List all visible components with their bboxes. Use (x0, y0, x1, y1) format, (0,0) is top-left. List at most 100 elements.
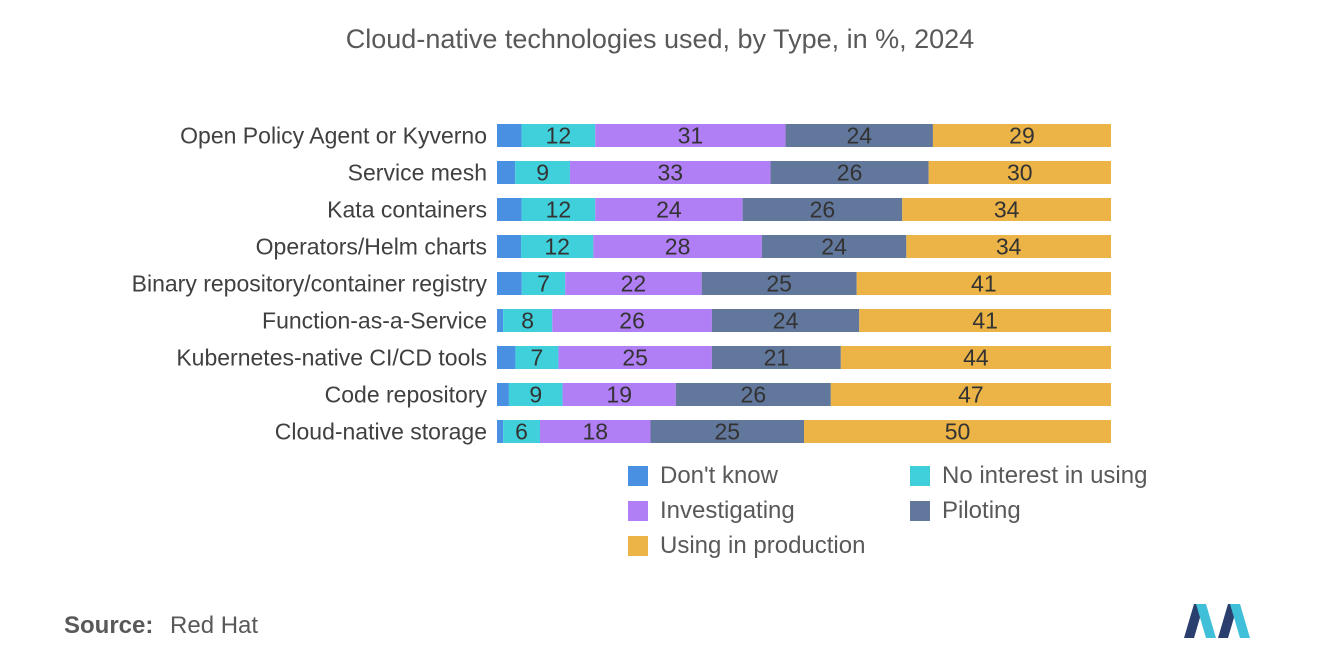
category-label: Kata containers (327, 197, 487, 223)
bar-segment (902, 198, 1111, 221)
category-label: Function-as-a-Service (262, 308, 487, 334)
brand-logo-icon (1184, 604, 1250, 638)
legend-label: Investigating (660, 497, 795, 524)
data-label: 6 (515, 419, 528, 445)
bar-segment (742, 198, 903, 221)
category-label: Kubernetes-native CI/CD tools (176, 345, 487, 371)
legend-label: Using in production (660, 532, 866, 559)
bar-segment (539, 420, 651, 443)
bar-segment (804, 420, 1111, 443)
bar-segment (701, 272, 857, 295)
category-label: Cloud-native storage (275, 419, 487, 445)
bar-segment (906, 235, 1111, 258)
source-note: Source: Red Hat (64, 612, 258, 640)
bar-segment (503, 420, 540, 443)
bar-segment (932, 124, 1111, 147)
data-label: 24 (846, 123, 872, 149)
legend-swatch (628, 466, 648, 486)
data-label: 26 (837, 160, 863, 186)
legend-label: Don't know (660, 462, 778, 489)
bar-segment (497, 198, 522, 221)
data-label: 12 (546, 123, 572, 149)
bar-segment (595, 198, 743, 221)
category-label: Code repository (325, 382, 488, 408)
bar-segment (552, 309, 712, 332)
bar-segment (761, 235, 907, 258)
bar-segment (515, 346, 559, 369)
legend-item: Don't know (628, 462, 778, 490)
bar-segment (558, 346, 712, 369)
data-label: 28 (665, 234, 691, 260)
bar-segment (497, 309, 504, 332)
data-label: 34 (994, 197, 1020, 223)
data-label: 25 (766, 271, 792, 297)
data-label: 12 (544, 234, 570, 260)
data-label: 26 (619, 308, 645, 334)
data-label: 8 (521, 308, 534, 334)
bar-segment (503, 309, 553, 332)
bar-segment (928, 161, 1111, 184)
bar-segment (521, 198, 596, 221)
source-label: Source: (64, 612, 154, 639)
legend-item: Piloting (910, 497, 1021, 525)
bar-segment (497, 420, 504, 443)
legend-swatch (910, 501, 930, 521)
data-label: 34 (996, 234, 1022, 260)
bar-segment (497, 235, 522, 258)
legend-label: No interest in using (942, 462, 1148, 489)
data-label: 44 (963, 345, 989, 371)
bar-segment (711, 346, 841, 369)
data-label: 9 (529, 382, 542, 408)
bar-segment (497, 124, 522, 147)
data-label: 24 (821, 234, 847, 260)
bar-segment (593, 235, 762, 258)
bar-segment (830, 383, 1111, 406)
legend-item: No interest in using (910, 462, 1147, 490)
bar-segment (521, 272, 566, 295)
data-label: 30 (1007, 160, 1033, 186)
data-label: 41 (971, 271, 997, 297)
bar-segment (497, 161, 516, 184)
data-label: 25 (714, 419, 740, 445)
bar-segment (785, 124, 933, 147)
source-value: Red Hat (170, 612, 259, 639)
legend-swatch (628, 536, 648, 556)
legend-swatch (910, 466, 930, 486)
data-label: 7 (537, 271, 550, 297)
bar-segment (840, 346, 1111, 369)
data-label: 21 (764, 345, 790, 371)
bar-segment (497, 383, 509, 406)
bar-segment (569, 161, 771, 184)
data-label: 22 (621, 271, 647, 297)
data-label: 26 (741, 382, 767, 408)
bar-segment (675, 383, 831, 406)
bar-segment (497, 272, 522, 295)
data-label: 24 (656, 197, 682, 223)
chart-title: Cloud-native technologies used, by Type,… (345, 24, 975, 54)
data-label: 7 (531, 345, 544, 371)
category-label: Open Policy Agent or Kyverno (180, 123, 487, 149)
bar-segment (856, 272, 1111, 295)
bar-segment (595, 124, 786, 147)
bar-segment (497, 346, 516, 369)
bar-segment (562, 383, 676, 406)
legend-item: Investigating (628, 497, 795, 525)
data-label: 47 (958, 382, 984, 408)
data-label: 26 (810, 197, 836, 223)
category-label: Operators/Helm charts (256, 234, 487, 260)
data-label: 29 (1009, 123, 1035, 149)
data-label: 31 (678, 123, 704, 149)
legend-label: Piloting (942, 497, 1021, 524)
data-label: 24 (773, 308, 799, 334)
data-label: 19 (606, 382, 632, 408)
bar-segment (650, 420, 804, 443)
stacked-bar-chart: Open Policy Agent or Kyverno 12 31 24 29 Serv… (132, 123, 1111, 445)
data-label: 50 (945, 419, 971, 445)
data-label: 33 (657, 160, 683, 186)
legend-swatch (628, 501, 648, 521)
data-label: 25 (622, 345, 648, 371)
data-label: 9 (536, 160, 549, 186)
data-label: 18 (582, 419, 608, 445)
bar-segment (521, 124, 596, 147)
category-label: Service mesh (348, 160, 487, 186)
